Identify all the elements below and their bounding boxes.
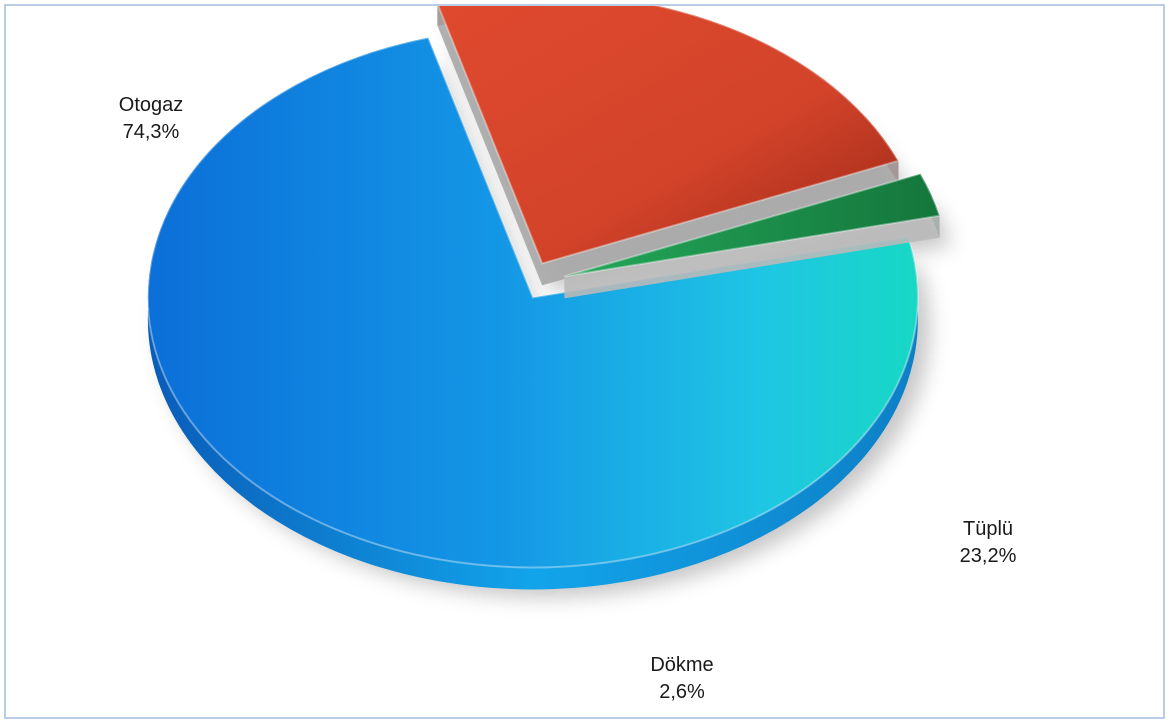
slice-label-otogaz: Otogaz 74,3%	[119, 92, 183, 146]
slice-name-dokme: Dökme	[650, 654, 714, 676]
slice-value-otogaz: 74,3%	[122, 121, 180, 143]
slice-dokme-highlight	[564, 172, 941, 278]
slice-tuplu	[438, 6, 899, 264]
slice-tuplu-highlight	[437, 6, 900, 265]
slice-value-tuplu: 23,2%	[959, 545, 1017, 567]
slice-otogaz-highlight	[146, 36, 919, 569]
slice-value-dokme: 2,6%	[659, 681, 705, 703]
slice-name-otogaz: Otogaz	[118, 94, 184, 116]
chart-frame: Otogaz 74,3% Tüplü 23,2% Dökme 2,6%	[4, 4, 1165, 719]
pie-chart	[146, 6, 952, 598]
slice-otogaz	[147, 37, 918, 568]
slice-dokme	[564, 173, 940, 277]
slice-name-tuplu: Tüplü	[962, 518, 1014, 540]
slice-label-dokme: Dökme 2,6%	[650, 652, 713, 706]
slice-label-tuplu: Tüplü 23,2%	[960, 516, 1017, 570]
